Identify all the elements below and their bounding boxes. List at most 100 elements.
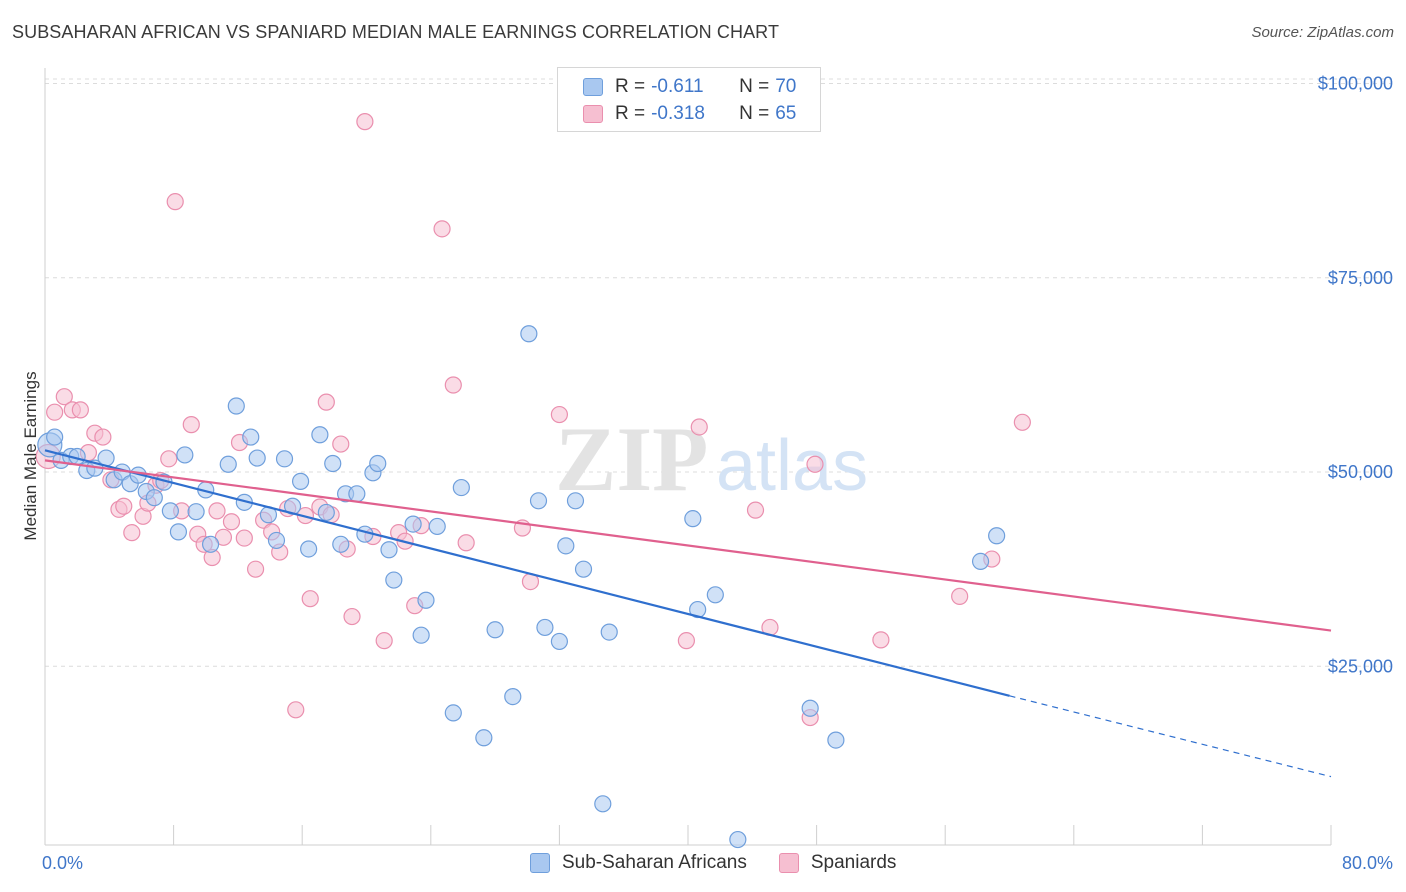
blue-swatch [583,78,603,96]
trend-lines [44,449,1332,778]
data-point [486,621,504,639]
r-label: R = [615,103,646,124]
data-point [806,455,824,473]
y-tick-label: $75,000 [1328,268,1393,288]
data-point [684,510,702,528]
n-value: 70 [775,76,797,97]
data-point [161,502,179,520]
n-label: N = [739,76,770,97]
data-point [827,731,845,749]
data-point [369,454,387,473]
data-point [71,401,89,419]
legend-item-spaniards[interactable]: Spaniards [778,852,897,874]
data-point [208,502,226,520]
data-point [166,193,184,211]
watermark-atlas: atlas [716,426,868,506]
data-point [160,450,178,468]
data-point [356,113,374,131]
data-point [550,632,569,651]
series-legend: Sub-Saharan Africans Spaniards [530,852,928,874]
data-point [557,537,575,555]
data-point [287,701,305,719]
data-point [201,535,220,553]
data-point [169,523,188,541]
data-point [242,428,260,446]
data-point [872,631,890,649]
data-point [219,455,237,473]
data-point [746,501,765,519]
stat-row-blue: R = -0.611 N = 70 [583,75,796,99]
data-point [529,492,548,510]
data-point [46,403,64,421]
data-point [475,729,493,747]
data-point [317,393,335,411]
gridlines [45,78,1392,667]
data-point [375,632,393,650]
series-sub-saharan-africans [37,325,1006,849]
data-point [291,472,310,490]
data-point [123,524,141,542]
r-value: -0.318 [651,103,705,124]
data-point [988,527,1006,545]
data-point [94,428,112,446]
data-point [332,435,350,453]
watermark-zip: ZIP [555,408,708,510]
trend-line-spaniards [44,459,1332,632]
data-point [444,376,462,394]
data-point [248,449,266,467]
data-point [176,446,194,464]
data-point [536,618,554,637]
n-value: 65 [775,103,797,124]
y-tick-label: $50,000 [1328,462,1393,482]
data-point [729,830,747,849]
x-tick-label-min: 0.0% [42,853,83,873]
data-point [332,535,350,553]
data-point [317,503,335,522]
stat-row-pink: R = -0.318 N = 65 [583,102,796,126]
data-point [222,513,241,531]
r-label: R = [615,76,646,97]
data-point [348,485,366,503]
data-point [46,428,64,446]
data-point [1013,413,1031,431]
data-point [380,541,398,559]
data-point [452,478,470,497]
tick-labels: $25,000 $50,000 $75,000 $100,000 0.0% 80.0% Me… [21,74,1393,873]
watermark: ZIP atlas [555,408,868,510]
data-point [55,388,73,406]
data-point [706,586,724,604]
r-value: -0.611 [651,76,704,97]
data-point [689,600,707,619]
blue-swatch [530,853,550,873]
data-point [600,623,618,641]
pink-swatch [778,853,799,873]
data-point [412,626,430,644]
y-axis-title: Median Male Earnings [21,371,40,540]
data-point [275,450,294,468]
x-tick-label-max: 80.0% [1342,853,1393,873]
chart-title: SUBSAHARAN AFRICAN VS SPANIARD MEDIAN MA… [12,22,780,42]
data-point [343,607,361,626]
data-point [301,590,319,608]
legend-item-sub-saharan-africans[interactable]: Sub-Saharan Africans [530,852,747,874]
data-point [417,591,435,609]
data-point [971,552,990,570]
data-point [404,515,422,533]
data-point [311,426,329,444]
data-point [951,587,969,605]
legend-label: Sub-Saharan Africans [562,852,747,873]
y-tick-label: $100,000 [1318,74,1393,94]
data-point [227,397,245,415]
data-point [444,704,462,722]
data-point [182,416,200,434]
data-point [566,492,585,510]
data-point [550,405,569,424]
trend-line-sub-saharan-africans [44,449,1010,697]
n-label: N = [739,103,770,124]
data-point [235,529,253,547]
legend-label: Spaniards [810,852,897,873]
data-point [520,325,538,343]
data-point [246,560,265,578]
y-tick-label: $25,000 [1328,656,1393,676]
